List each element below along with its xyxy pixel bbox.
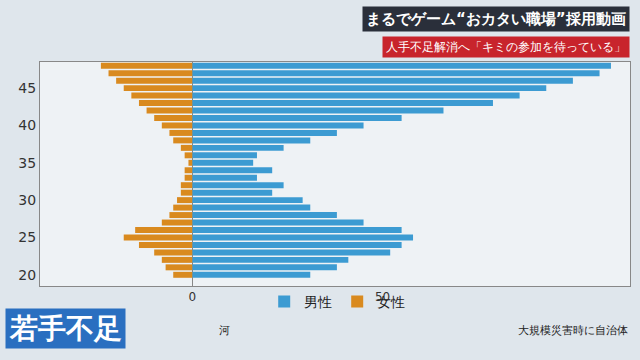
svg-text:45: 45 xyxy=(18,80,36,96)
svg-text:25: 25 xyxy=(18,229,36,245)
svg-text:若手不足: 若手不足 xyxy=(9,312,122,345)
svg-text:男性: 男性 xyxy=(304,294,332,310)
svg-text:まるでゲーム“おカタい職場”採用動画: まるでゲーム“おカタい職場”採用動画 xyxy=(366,10,626,28)
svg-text:35: 35 xyxy=(18,155,36,171)
svg-text:人手不足解消へ「キミの参加を待っている」: 人手不足解消へ「キミの参加を待っている」 xyxy=(386,40,626,54)
svg-text:0: 0 xyxy=(188,290,196,304)
svg-text:20: 20 xyxy=(18,267,36,283)
svg-text:大規模災害時に自治体: 大規模災害時に自治体 xyxy=(518,324,628,337)
svg-text:女性: 女性 xyxy=(377,294,405,310)
svg-text:河: 河 xyxy=(219,324,230,337)
svg-text:40: 40 xyxy=(18,117,36,133)
svg-text:30: 30 xyxy=(18,192,36,208)
